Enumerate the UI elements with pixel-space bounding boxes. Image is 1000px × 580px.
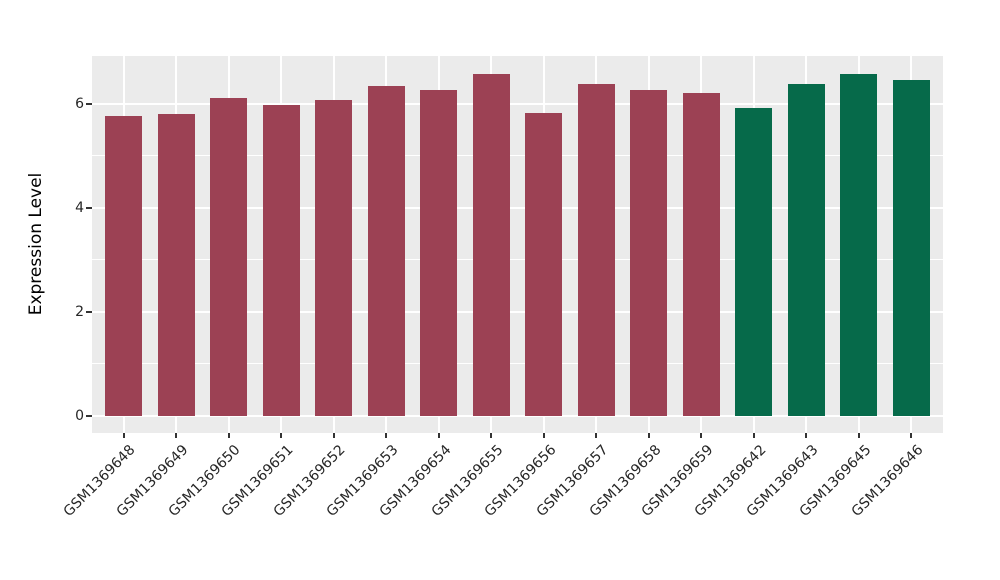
y-tick <box>86 310 92 313</box>
x-tick <box>122 433 125 438</box>
x-tick <box>280 433 283 438</box>
x-tick <box>437 433 440 438</box>
bar <box>105 116 143 416</box>
bar <box>630 90 668 416</box>
grid-line-minor <box>92 363 943 365</box>
bar <box>315 99 353 416</box>
y-tick <box>86 102 92 105</box>
bar <box>682 92 720 416</box>
bar <box>472 73 510 416</box>
grid-line-minor <box>92 259 943 261</box>
grid-line-major <box>92 102 943 105</box>
x-tick <box>647 433 650 438</box>
grid-line-major <box>92 206 943 209</box>
bar <box>787 84 825 416</box>
bar <box>735 108 773 416</box>
x-tick <box>857 433 860 438</box>
x-tick <box>805 433 808 438</box>
x-tick <box>542 433 545 438</box>
grid-line-major <box>92 414 943 417</box>
y-axis-title: Expression Level <box>26 172 46 316</box>
x-tick <box>752 433 755 438</box>
bar <box>262 105 300 416</box>
y-tick-label: 6 <box>75 95 84 112</box>
y-tick <box>86 206 92 209</box>
bar <box>420 90 458 416</box>
bar <box>525 112 563 416</box>
x-tick <box>332 433 335 438</box>
y-tick-label: 4 <box>75 199 84 216</box>
bar <box>577 84 615 416</box>
grid-line-minor <box>92 155 943 157</box>
bar <box>367 85 405 416</box>
bar <box>892 80 930 416</box>
x-tick <box>175 433 178 438</box>
y-tick <box>86 414 92 417</box>
x-tick <box>227 433 230 438</box>
x-tick <box>700 433 703 438</box>
x-tick <box>595 433 598 438</box>
y-tick-label: 0 <box>75 407 84 424</box>
plot-panel <box>92 56 943 433</box>
x-tick <box>910 433 913 438</box>
bar <box>210 97 248 416</box>
bar <box>840 73 878 416</box>
grid-line-major <box>92 310 943 313</box>
x-tick <box>385 433 388 438</box>
bar <box>157 113 195 416</box>
x-tick <box>490 433 493 438</box>
y-tick-label: 2 <box>75 303 84 320</box>
